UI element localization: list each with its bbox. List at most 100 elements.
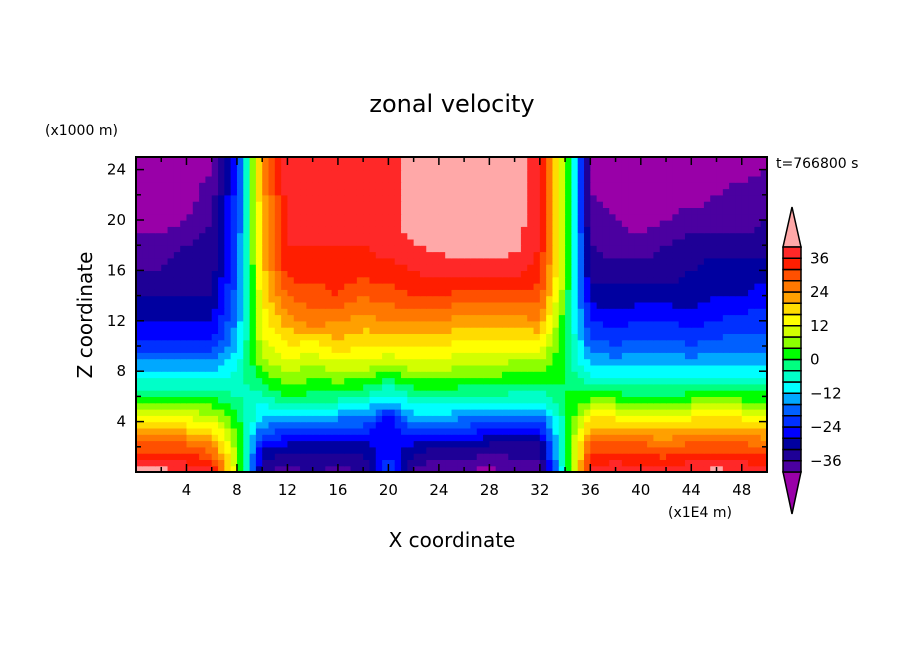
heatmap-cell (489, 257, 497, 265)
heatmap-cell (445, 446, 453, 454)
heatmap-cell (445, 264, 453, 271)
heatmap-cell (609, 276, 617, 284)
heatmap-cell (426, 409, 434, 416)
heatmap-cell (407, 264, 415, 271)
heatmap-cell (666, 257, 673, 265)
heatmap-cell (729, 182, 737, 190)
heatmap-cell (218, 327, 225, 334)
heatmap-cell (684, 163, 692, 171)
heatmap-cell (419, 434, 427, 442)
heatmap-cell (199, 421, 207, 429)
heatmap-cell (577, 434, 585, 442)
heatmap-cell (230, 327, 238, 334)
heatmap-cell (552, 371, 560, 379)
heatmap-cell (243, 327, 251, 334)
heatmap-cell (369, 175, 377, 183)
heatmap-cell (154, 339, 162, 347)
heatmap-cell (243, 465, 251, 473)
heatmap-cell (192, 157, 200, 164)
heatmap-cell (236, 453, 244, 460)
heatmap-cell (274, 390, 282, 397)
heatmap-cell (609, 402, 617, 410)
heatmap-cell (634, 157, 642, 164)
heatmap-cell (710, 339, 718, 347)
heatmap-cell (148, 245, 156, 253)
heatmap-cell (697, 320, 705, 328)
heatmap-cell (243, 453, 251, 460)
heatmap-cell (363, 213, 371, 221)
heatmap-cell (539, 157, 547, 164)
heatmap-cell (161, 371, 169, 379)
heatmap-cell (401, 421, 408, 429)
heatmap-cell (621, 245, 629, 253)
heatmap-cell (520, 220, 528, 227)
heatmap-cell (691, 264, 699, 271)
heatmap-cell (653, 339, 661, 347)
heatmap-cell (382, 327, 389, 334)
heatmap-cell (640, 226, 648, 234)
heatmap-cell (546, 402, 554, 410)
heatmap-cell (148, 264, 156, 271)
heatmap-cell (722, 301, 730, 309)
heatmap-cell (501, 320, 509, 328)
heatmap-cell (306, 465, 314, 473)
heatmap-cell (331, 339, 339, 347)
heatmap-cell (483, 283, 490, 290)
heatmap-cell (697, 188, 705, 196)
heatmap-cell (255, 295, 263, 303)
heatmap-cell (337, 453, 345, 460)
heatmap-cell (312, 182, 320, 190)
heatmap-cell (224, 226, 232, 234)
heatmap-cell (451, 251, 459, 259)
heatmap-cell (136, 434, 143, 442)
heatmap-cell (584, 169, 591, 177)
heatmap-cell (325, 402, 333, 410)
heatmap-cell (325, 194, 333, 202)
heatmap-cell (136, 169, 143, 177)
heatmap-cell (167, 289, 175, 297)
heatmap-cell (520, 201, 528, 208)
heatmap-cell (167, 188, 175, 196)
heatmap-cell (262, 364, 270, 372)
heatmap-cell (236, 188, 244, 196)
heatmap-cell (628, 245, 636, 253)
heatmap-cell (331, 182, 339, 190)
heatmap-cell (697, 308, 705, 316)
heatmap-cell (262, 427, 270, 435)
heatmap-cell (729, 409, 737, 416)
heatmap-cell (154, 383, 162, 391)
heatmap-cell (678, 175, 686, 183)
heatmap-cell (318, 245, 326, 253)
heatmap-cell (533, 427, 541, 435)
heatmap-cell (527, 175, 535, 183)
heatmap-cell (735, 182, 743, 190)
heatmap-cell (293, 220, 301, 227)
heatmap-cell (659, 333, 667, 341)
heatmap-cell (337, 226, 345, 234)
heatmap-cell (148, 220, 156, 227)
heatmap-cell (634, 409, 642, 416)
heatmap-cell (300, 201, 307, 208)
heatmap-cell (180, 333, 188, 341)
heatmap-cell (672, 251, 680, 259)
heatmap-cell (350, 453, 358, 460)
heatmap-cell (552, 446, 560, 454)
heatmap-cell (615, 465, 623, 473)
heatmap-cell (388, 459, 396, 467)
heatmap-cell (590, 333, 598, 341)
heatmap-cell (710, 434, 718, 442)
heatmap-cell (476, 270, 484, 278)
heatmap-cell (628, 194, 636, 202)
heatmap-cell (369, 402, 377, 410)
heatmap-cell (489, 182, 497, 190)
heatmap-cell (476, 257, 484, 265)
heatmap-cell (211, 175, 219, 183)
heatmap-cell (401, 257, 408, 265)
heatmap-cell (741, 402, 749, 410)
heatmap-cell (451, 163, 459, 171)
heatmap-cell (173, 295, 181, 303)
heatmap-cell (684, 175, 692, 183)
heatmap-cell (508, 396, 516, 404)
heatmap-cell (274, 276, 282, 284)
heatmap-cell (394, 163, 402, 171)
